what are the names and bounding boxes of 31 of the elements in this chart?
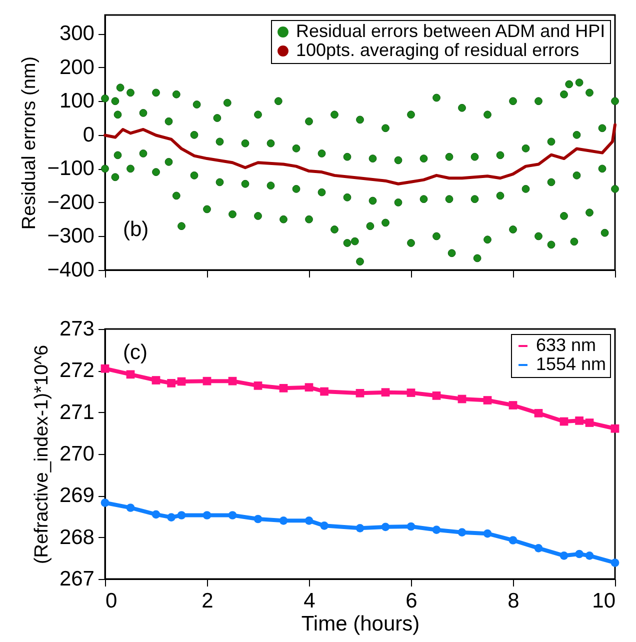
y-tick-label: −100 [47, 157, 94, 180]
y-tick-label: 273 [59, 318, 94, 340]
y-tick-label: 270 [59, 442, 94, 466]
legend-label: 1554 nm [536, 354, 606, 374]
y-tick-label: −300 [47, 224, 94, 248]
annotation: (c) [123, 341, 148, 364]
x-axis-title: Time (hours) [301, 612, 420, 636]
line-series [104, 123, 616, 186]
x-tick-label: 4 [304, 590, 316, 612]
x-tick-label: 8 [508, 590, 520, 612]
y-tick-label: 269 [59, 484, 94, 508]
x-tick-label: 6 [406, 590, 418, 612]
y-tick-label: 0 [82, 123, 94, 146]
y-tick-label: 200 [59, 56, 94, 79]
legend-label: Residual errors between ADM and HPI [296, 21, 606, 41]
y-tick-label: 100 [59, 90, 94, 113]
legend-label: 633 nm [536, 335, 596, 355]
y-tick-label: 300 [59, 22, 94, 46]
x-tick-label: 2 [202, 590, 214, 612]
annotation: (b) [123, 218, 149, 241]
legend-label: 100pts. averaging of residual errors [296, 40, 580, 60]
y-tick-label: −400 [47, 258, 94, 282]
y-tick-label: 272 [59, 359, 94, 382]
x-tick-label: 10 [592, 590, 616, 612]
y-tick-label: 271 [59, 400, 94, 424]
y-tick-label: 268 [59, 526, 94, 549]
x-tick-label: 0 [106, 590, 118, 612]
y-tick-label: −200 [47, 190, 94, 214]
y-axis-title: Residual errors (nm) [19, 56, 40, 230]
y-tick-label: 267 [59, 568, 94, 590]
y-axis-title: (Refractive_index-1)*10^6 [31, 344, 52, 564]
